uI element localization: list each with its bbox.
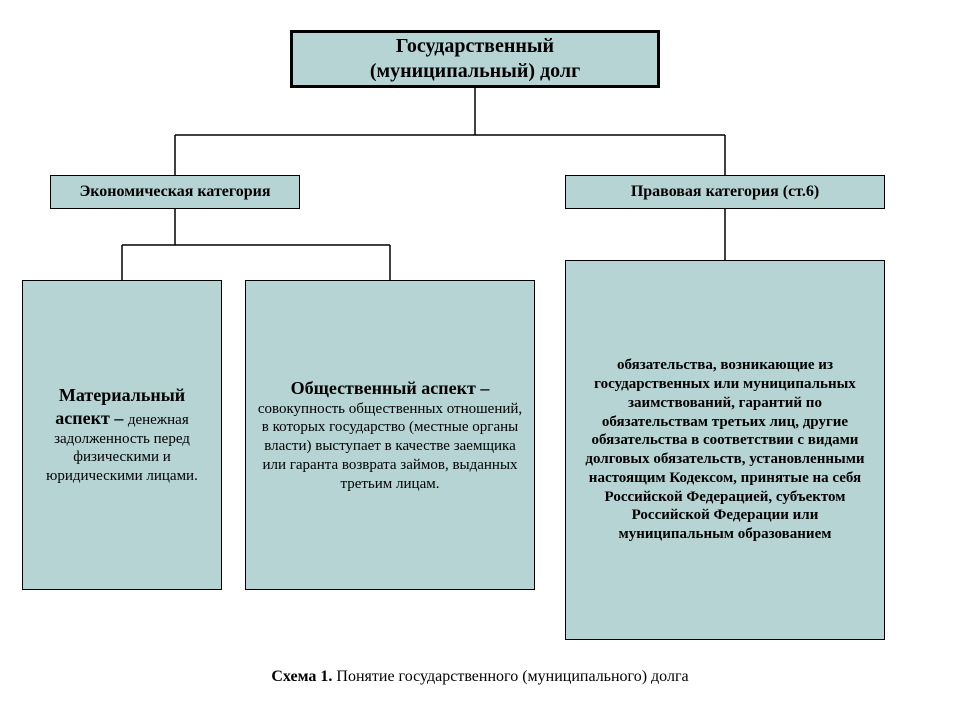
root-text: Государственный (муниципальный) долг [370, 34, 580, 84]
legal-def-content: обязательства, возникающие из государств… [574, 356, 876, 544]
social-title: Общественный аспект – [291, 378, 490, 398]
caption-text: Понятие государственного (муниципального… [336, 668, 688, 685]
material-content: Материальный аспект – денежная задолженн… [31, 384, 213, 486]
economic-label: Экономическая категория [79, 182, 270, 202]
social-body: совокупность общественных отношений, в к… [258, 401, 522, 492]
figure-caption: Схема 1. Понятие государственного (муниц… [0, 668, 960, 686]
node-material-aspect: Материальный аспект – денежная задолженн… [22, 280, 222, 590]
node-social-aspect: Общественный аспект – совокупность общес… [245, 280, 535, 590]
legal-def-body: обязательства, возникающие из государств… [585, 357, 864, 542]
node-economic-category: Экономическая категория [50, 175, 300, 209]
caption-prefix: Схема 1. [271, 668, 336, 685]
root-line1: Государственный [396, 35, 554, 57]
node-legal-definition: обязательства, возникающие из государств… [565, 260, 885, 640]
node-legal-category: Правовая категория (ст.6) [565, 175, 885, 209]
root-line2: (муниципальный) долг [370, 60, 580, 82]
legal-label: Правовая категория (ст.6) [631, 182, 819, 202]
social-content: Общественный аспект – совокупность общес… [254, 377, 526, 494]
root-node: Государственный (муниципальный) долг [290, 30, 660, 88]
